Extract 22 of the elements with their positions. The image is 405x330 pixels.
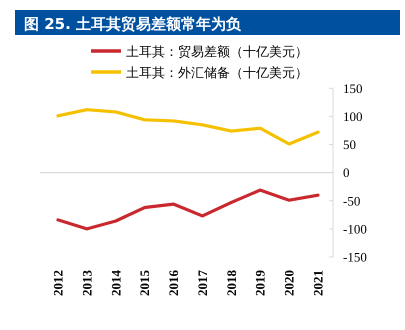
x-tick-label: 2013 — [79, 270, 94, 296]
y-tick-label: -100 — [343, 221, 367, 236]
line-series — [56, 108, 320, 146]
x-tick-label: 2019 — [252, 270, 268, 296]
x-tick-label: 2016 — [166, 270, 182, 296]
x-tick-label: 2015 — [137, 270, 152, 296]
x-tick-label: 2014 — [108, 270, 124, 296]
x-tick-label: 2018 — [224, 270, 239, 296]
x-tick-label: 2012 — [50, 270, 66, 296]
y-tick-label: 0 — [343, 165, 350, 180]
y-tick-label: -50 — [343, 193, 360, 208]
y-tick-label: 150 — [343, 80, 362, 96]
y-tick-label: 100 — [343, 108, 362, 124]
line-series — [56, 188, 320, 230]
legend-label: 土耳其：贸易差额（十亿美元） — [126, 44, 308, 59]
x-tick-label: 2020 — [282, 270, 297, 296]
x-tick-label: 2021 — [310, 270, 326, 296]
y-tick-label: -150 — [343, 250, 367, 264]
chart-title: 图 25. 土耳其贸易差额常年为负 — [24, 15, 242, 33]
legend-label: 土耳其：外汇储备（十亿美元） — [126, 65, 308, 80]
y-tick-label: 50 — [343, 137, 356, 152]
x-tick-label: 2017 — [194, 270, 210, 296]
